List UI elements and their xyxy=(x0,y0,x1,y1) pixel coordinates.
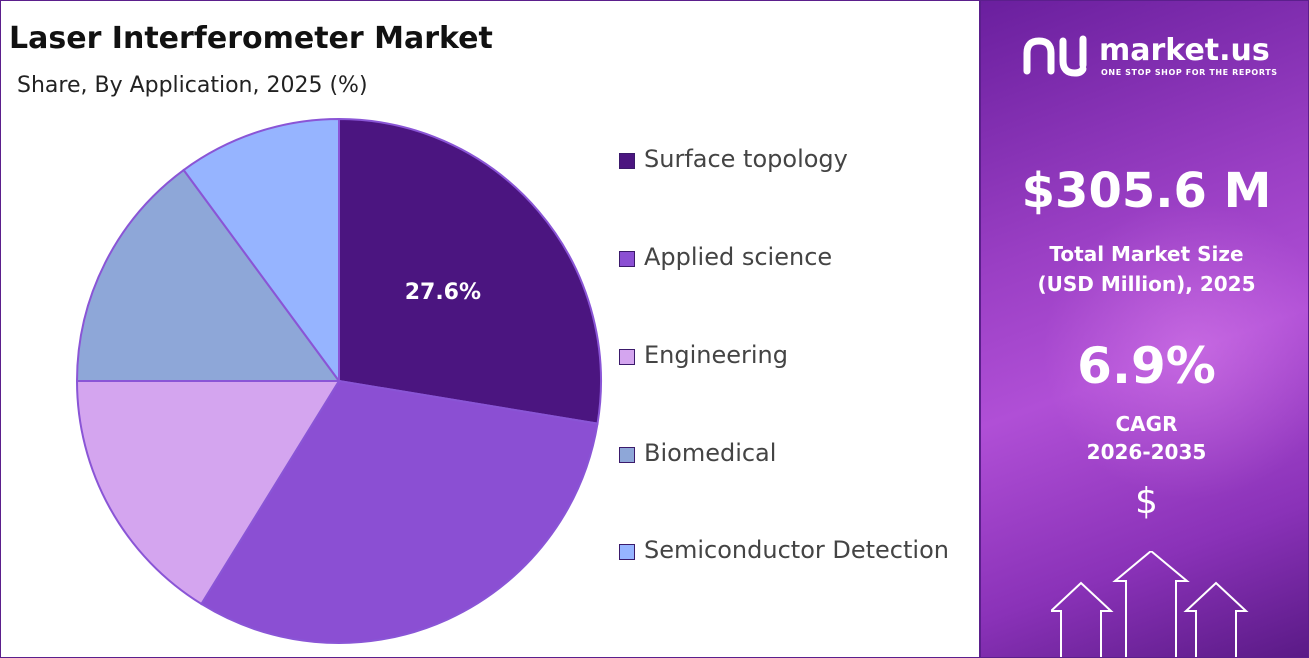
legend-swatch xyxy=(619,251,635,267)
brand-tagline: ONE STOP SHOP FOR THE REPORTS xyxy=(1101,68,1278,77)
growth-arrows-icon xyxy=(1051,551,1249,657)
chart-title: Laser Interferometer Market xyxy=(9,21,493,56)
chart-subtitle: Share, By Application, 2025 (%) xyxy=(17,73,368,98)
legend-swatch xyxy=(619,447,635,463)
market-size-label-line2: (USD Million), 2025 xyxy=(1037,272,1256,296)
chart-panel: Laser Interferometer Market Share, By Ap… xyxy=(1,1,979,657)
market-size-value: $305.6 M xyxy=(1021,163,1272,219)
background-glow xyxy=(1041,201,1308,501)
market-size-label-line1: Total Market Size xyxy=(1049,242,1244,266)
pie-slice-engineering xyxy=(75,380,341,606)
cagr-period: 2026-2035 xyxy=(1086,440,1207,464)
legend-label: Biomedical xyxy=(644,439,777,467)
pie-slice-applied-science xyxy=(200,379,599,645)
cagr-value: 6.9% xyxy=(1077,337,1216,395)
pie-slice-biomedical xyxy=(75,168,341,382)
pie-chart: 27.6% xyxy=(75,117,602,645)
legend-label: Semiconductor Detection xyxy=(644,536,949,564)
legend-swatch xyxy=(619,349,635,365)
market-us-logo-icon xyxy=(1023,35,1087,77)
legend-label: Applied science xyxy=(644,243,833,271)
summary-panel: market.us ONE STOP SHOP FOR THE REPORTS … xyxy=(979,1,1308,657)
legend-label: Engineering xyxy=(644,341,788,369)
brand-name: market.us xyxy=(1099,33,1270,68)
pie-data-label: 27.6% xyxy=(405,280,481,305)
brand-logo: market.us ONE STOP SHOP FOR THE REPORTS xyxy=(1021,31,1301,81)
legend-swatch xyxy=(619,544,635,560)
cagr-label: CAGR xyxy=(1115,412,1178,436)
pie-slice-surface-topology xyxy=(338,117,602,425)
legend-swatch xyxy=(619,153,635,169)
pie-slice-semiconductor-detection xyxy=(182,117,340,385)
legend-label: Surface topology xyxy=(644,145,848,173)
dollar-icon: $ xyxy=(1135,481,1158,522)
